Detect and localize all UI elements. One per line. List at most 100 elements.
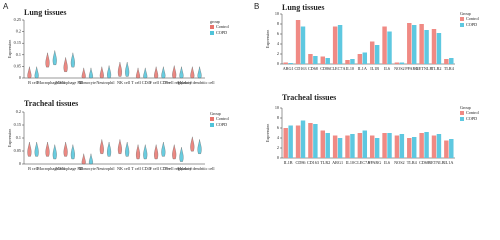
y-tick-label: 0.1 xyxy=(16,52,21,57)
x-tick-label: Monocyte xyxy=(79,80,96,85)
x-tick-label: T cell CD4+ xyxy=(131,166,153,171)
x-tick-label: ARG1 xyxy=(283,66,294,71)
x-tick-label: NK cell xyxy=(117,80,131,85)
x-tick-label: Macrophage M2 xyxy=(55,166,83,171)
bar xyxy=(357,133,363,158)
y-tick-label: 8 xyxy=(277,115,279,120)
bar xyxy=(350,59,355,64)
x-tick-label: IL1B xyxy=(284,160,293,165)
bar xyxy=(369,135,375,158)
x-tick-label: NK cell xyxy=(117,166,131,171)
bar xyxy=(325,133,330,158)
violin xyxy=(107,141,112,157)
violin xyxy=(143,144,148,160)
x-tick-label: PPARG xyxy=(405,66,418,71)
violin xyxy=(161,66,166,79)
bar xyxy=(449,139,454,158)
violin xyxy=(197,66,202,79)
legend-label: Control xyxy=(216,24,230,29)
bar xyxy=(407,138,412,158)
violin xyxy=(45,141,50,157)
violin xyxy=(154,66,159,79)
y-tick-label: 2 xyxy=(277,145,279,150)
x-tick-label: IL6 xyxy=(384,160,390,165)
y-axis-label: Expression xyxy=(7,39,12,59)
violin xyxy=(143,67,148,79)
legend-label: Control xyxy=(466,16,480,21)
legend-swatch xyxy=(210,123,214,127)
legend-swatch xyxy=(210,25,214,29)
legend-title: Group xyxy=(460,105,471,110)
bar xyxy=(394,135,400,158)
bar xyxy=(362,130,368,158)
x-tick-label: IL1A xyxy=(358,66,367,71)
bar xyxy=(288,63,293,64)
x-tick-label: TLR2 xyxy=(320,160,330,165)
bar xyxy=(345,135,350,158)
violin xyxy=(136,67,141,79)
violin xyxy=(52,50,57,65)
panel-label: A xyxy=(3,2,9,11)
bar xyxy=(308,54,313,64)
bar xyxy=(407,23,412,64)
x-tick-label: IL1B xyxy=(370,66,379,71)
violin xyxy=(136,144,141,160)
violin xyxy=(99,139,104,154)
y-tick-label: 0.15 xyxy=(14,40,21,45)
bar xyxy=(288,125,293,158)
bar xyxy=(387,31,392,64)
legend-swatch xyxy=(460,117,464,121)
y-tick-label: 6 xyxy=(277,125,279,130)
bar xyxy=(387,133,392,158)
x-tick-label: Macrophage M2 xyxy=(55,80,83,85)
violin xyxy=(63,57,68,72)
violin xyxy=(34,66,39,79)
y-tick-label: 4 xyxy=(277,41,280,46)
x-tick-label: IL10 xyxy=(346,66,354,71)
bar xyxy=(411,137,417,158)
violin xyxy=(172,65,177,79)
bar xyxy=(345,60,350,64)
bar xyxy=(320,130,326,158)
x-tick-label: CD68 xyxy=(308,66,318,71)
violin xyxy=(190,136,195,152)
y-axis-label: Expression xyxy=(265,123,270,143)
x-tick-label: TLR2 xyxy=(431,66,441,71)
x-tick-label: TLR4 xyxy=(444,66,455,71)
bar xyxy=(320,56,326,64)
bar xyxy=(419,24,424,64)
y-tick-label: 0 xyxy=(277,155,279,160)
legend-label: Control xyxy=(216,116,230,121)
y-tick-label: 0.05 xyxy=(14,148,21,153)
violin xyxy=(107,65,112,79)
x-tick-label: CD86 xyxy=(320,66,330,71)
x-tick-label: Monocyte xyxy=(79,166,96,171)
x-tick-label: T cell CD8+ xyxy=(149,80,171,85)
y-tick-label: 6 xyxy=(277,31,279,36)
violin xyxy=(63,141,68,157)
bar xyxy=(369,41,375,64)
x-tick-label: CD163 xyxy=(307,160,319,165)
x-tick-label: CLEC7A xyxy=(354,160,370,165)
x-tick-label: T cell CD4+ xyxy=(131,80,153,85)
bar xyxy=(431,135,437,158)
bar xyxy=(399,134,405,158)
y-axis-label: Expression xyxy=(7,128,12,148)
violin xyxy=(52,144,57,160)
violin xyxy=(99,66,104,79)
y-tick-label: 10 xyxy=(275,105,279,110)
violin xyxy=(125,141,130,157)
bar xyxy=(313,56,318,64)
bar xyxy=(300,26,306,64)
bar xyxy=(362,52,368,64)
y-axis-label: Expression xyxy=(265,29,270,49)
x-tick-label: CLEC7A xyxy=(330,66,346,71)
x-tick-label: IL1A xyxy=(444,160,453,165)
chart-title: Lung tissues xyxy=(24,8,66,17)
figure: A B Lung tissues Expression 0 0.05 0.1 0.15 0.… xyxy=(3,2,480,171)
y-tick-label: 0 xyxy=(19,75,21,80)
legend-swatch xyxy=(460,111,464,115)
x-tick-label: T cell regulatory xyxy=(164,80,193,85)
violin xyxy=(154,144,159,160)
y-tick-label: 0.15 xyxy=(14,122,21,127)
